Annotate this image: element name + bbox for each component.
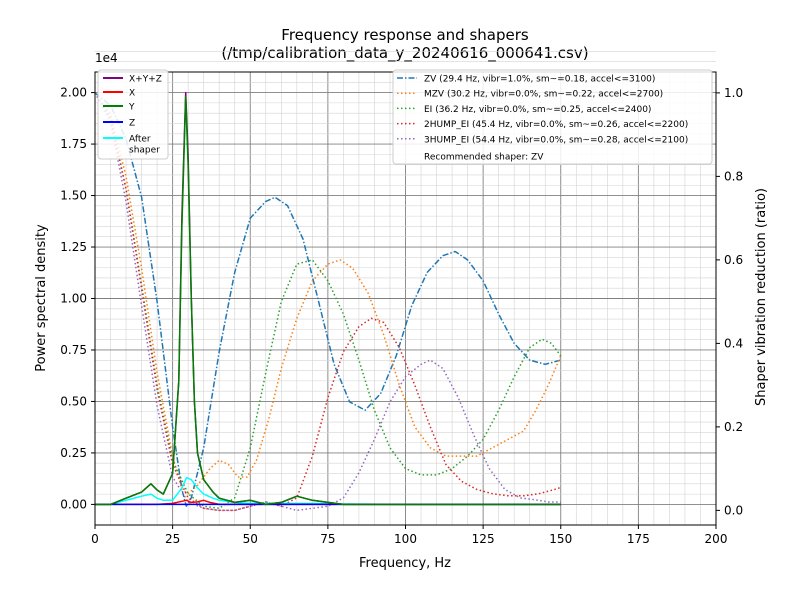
y-tick-label: 1.75 bbox=[60, 137, 87, 151]
series-line-after-shaper bbox=[95, 476, 561, 506]
y-tick-label: 1.00 bbox=[60, 292, 87, 306]
y2-tick-label: 0.8 bbox=[724, 169, 743, 183]
legend-left: X+Y+Z XYZ After shaper bbox=[97, 69, 169, 160]
x-tick-label: 0 bbox=[91, 532, 99, 546]
x-axis-label: Frequency, Hz bbox=[359, 556, 451, 571]
y-tick-label: 0.50 bbox=[60, 394, 87, 408]
y2-tick-label: 0.0 bbox=[724, 503, 743, 517]
legend-right-label: 2HUMP_EI (45.4 Hz, vibr=0.0%, sm~=0.26, … bbox=[424, 120, 688, 130]
series-line-y bbox=[95, 95, 561, 506]
legend-right-label: 3HUMP_EI (54.4 Hz, vibr=0.0%, sm~=0.28, … bbox=[424, 135, 688, 145]
legend-left-label: X bbox=[129, 89, 135, 99]
chart-title: Frequency response and shapers bbox=[281, 26, 529, 44]
y-axis-label: Power spectral density bbox=[34, 224, 49, 372]
legend-left-label: Z bbox=[129, 119, 135, 129]
x-tick-label: 25 bbox=[165, 532, 180, 546]
x-tick-label: 50 bbox=[243, 532, 258, 546]
axes-ticks: 0 25 50 75 100 125 150 175 200 0.00 0.25 0.50 0.75 1.… bbox=[60, 86, 743, 546]
legend-right-box bbox=[392, 69, 713, 165]
y-offset-label: 1e4 bbox=[95, 51, 118, 65]
x-tick-label: 75 bbox=[320, 532, 335, 546]
legend-right: ZV (29.4 Hz, vibr=1.0%, sm~=0.18, accel<… bbox=[392, 69, 713, 165]
legend-left-label: X+Y+Z bbox=[129, 75, 162, 85]
legend-left-label: After shaper bbox=[129, 135, 160, 156]
legend-left-label: Y bbox=[128, 103, 135, 113]
legend-right-label: ZV (29.4 Hz, vibr=1.0%, sm~=0.18, accel<… bbox=[424, 75, 655, 85]
x-tick-label: 200 bbox=[705, 532, 728, 546]
series-group bbox=[94, 91, 562, 512]
chart-subtitle: (/tmp/calibration_data_y_20240616_000641… bbox=[221, 44, 588, 63]
legend-right-label: EI (36.2 Hz, vibr=0.0%, sm~=0.25, accel<… bbox=[424, 105, 651, 115]
y-tick-label: 0.75 bbox=[60, 343, 87, 357]
y-tick-label: 2.00 bbox=[60, 86, 87, 100]
series-line-zv bbox=[94, 92, 561, 507]
y-tick-label: 0.25 bbox=[60, 446, 87, 460]
y2-tick-label: 0.4 bbox=[724, 336, 743, 350]
y2-tick-label: 0.2 bbox=[724, 420, 743, 434]
y-tick-label: 1.50 bbox=[60, 189, 87, 203]
y-tick-label: 0.00 bbox=[60, 497, 87, 511]
y2-tick-label: 1.0 bbox=[724, 86, 743, 100]
x-tick-label: 175 bbox=[627, 532, 650, 546]
recommended-shaper-note: Recommended shaper: ZV bbox=[424, 153, 544, 163]
x-tick-label: 125 bbox=[472, 532, 495, 546]
x-tick-label: 100 bbox=[394, 532, 417, 546]
legend-right-label: MZV (30.2 Hz, vibr=0.0%, sm~=0.22, accel… bbox=[424, 90, 663, 100]
y-tick-label: 1.25 bbox=[60, 240, 87, 254]
series-line-ei bbox=[94, 92, 562, 510]
y2-axis-label: Shaper vibration reduction (ratio) bbox=[754, 188, 769, 406]
series-line-mzv bbox=[94, 92, 562, 495]
y2-tick-label: 0.6 bbox=[724, 253, 743, 267]
x-tick-label: 150 bbox=[549, 532, 572, 546]
